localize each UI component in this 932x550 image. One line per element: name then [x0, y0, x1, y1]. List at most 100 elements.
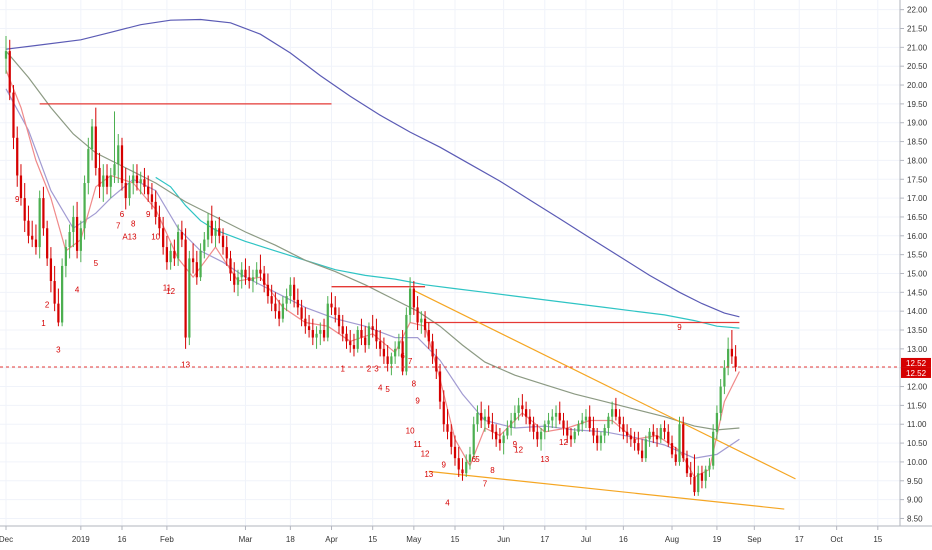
candle-body [46, 228, 49, 259]
candle-body [727, 348, 730, 368]
candle-down [259, 254, 262, 282]
candle-up [502, 431, 505, 455]
candle-down [663, 420, 666, 440]
candle-down [229, 250, 232, 282]
price-tick-label: 19.50 [907, 100, 928, 109]
candle-body [697, 473, 700, 493]
candle-down [135, 164, 139, 191]
candle-body [12, 92, 15, 138]
candle-down [311, 318, 314, 346]
candle-body [102, 175, 105, 187]
time-axis[interactable]: Dec 2019 16 Feb Mar 18 Apr 15 May 15 Jun 17 Jul 16 Aug… [0, 525, 932, 550]
candle-up [476, 405, 479, 432]
sequence-count-label: 12 [421, 449, 430, 458]
candle-down [274, 292, 277, 319]
candle-body [510, 420, 513, 429]
candle-body [87, 149, 90, 184]
candle-body [640, 450, 644, 459]
sequence-count-label: 10 [406, 427, 415, 436]
price-tick-label: 10.50 [907, 439, 928, 448]
candle-down [670, 435, 674, 459]
sequence-count-label: 12 [166, 287, 175, 296]
candle-body [611, 409, 614, 417]
candle-body [132, 175, 135, 184]
candle-down [292, 277, 296, 308]
candle-up [251, 269, 255, 293]
price-tick-label: 17.00 [907, 194, 928, 203]
sequence-count-label: 9 [415, 397, 420, 406]
candle-body [16, 137, 19, 176]
candle-up [405, 307, 408, 376]
candle-down [446, 409, 449, 440]
candle-body [27, 220, 30, 236]
sequence-count-label: 11 [413, 440, 422, 449]
candle-up [581, 412, 584, 432]
price-axis[interactable]: 22.00 21.50 21.00 20.50 20.00 19.50 19.00 18.50… [899, 0, 932, 526]
candle-body [371, 326, 374, 331]
candle-up [506, 420, 509, 440]
candle-body [180, 232, 183, 240]
candle-body [221, 235, 225, 248]
candle-down [431, 333, 434, 364]
candle-up [326, 296, 329, 342]
candle-down [655, 428, 659, 447]
candle-body [730, 348, 734, 357]
candle-up [139, 171, 142, 195]
candle-body [644, 439, 647, 459]
price-tick-label: 13.00 [907, 345, 928, 354]
price-tick-label: 18.50 [907, 138, 928, 147]
sequence-count-label: 4 [445, 498, 450, 507]
candle-down [46, 220, 49, 266]
time-tick-label: Apr [325, 535, 338, 544]
candle-up [712, 424, 715, 470]
candle-up [547, 412, 550, 432]
candle-up [420, 311, 423, 334]
candle-up [678, 416, 681, 466]
candle-down [693, 454, 696, 496]
candle-up [577, 420, 580, 436]
candle-up [704, 465, 707, 489]
candle-body [382, 348, 386, 357]
candle-body [120, 145, 124, 184]
candle-down [730, 330, 734, 364]
time-tick-label: 15 [451, 535, 460, 544]
candle-up [397, 333, 400, 357]
trend-line [413, 289, 796, 480]
candle-body [236, 277, 240, 285]
sequence-count-label: 1 [341, 364, 346, 373]
candle-down [19, 164, 23, 206]
candle-body [491, 424, 494, 432]
candle-body [659, 428, 662, 440]
candle-up [603, 424, 606, 444]
candle-down [42, 186, 45, 236]
candle-down [401, 330, 404, 376]
time-axis-background [0, 526, 932, 550]
candle-down [98, 152, 101, 199]
candle-down [12, 85, 15, 150]
candle-up [214, 220, 217, 248]
grid-lines [0, 0, 900, 526]
candle-body [685, 458, 689, 474]
candle-body [68, 232, 71, 248]
candle-down [461, 458, 464, 481]
price-tick-label: 16.50 [907, 213, 928, 222]
candle-body [274, 303, 277, 312]
candle-down [625, 424, 629, 444]
candle-body [210, 220, 213, 236]
candle-down [218, 216, 221, 244]
candle-down [263, 265, 266, 293]
candle-body [326, 303, 329, 338]
price-tick-label: 21.00 [907, 43, 928, 52]
candle-down [266, 273, 270, 304]
candle-body [712, 431, 715, 466]
candle-body [715, 412, 719, 432]
candle-up [79, 220, 82, 263]
candle-body [723, 367, 726, 387]
candle-down [667, 424, 670, 447]
candle-body [554, 412, 558, 417]
candle-up [554, 405, 558, 429]
price-tick-label: 20.00 [907, 81, 928, 90]
candle-body [240, 269, 243, 278]
candle-up [472, 416, 475, 459]
candle-up [169, 243, 172, 270]
